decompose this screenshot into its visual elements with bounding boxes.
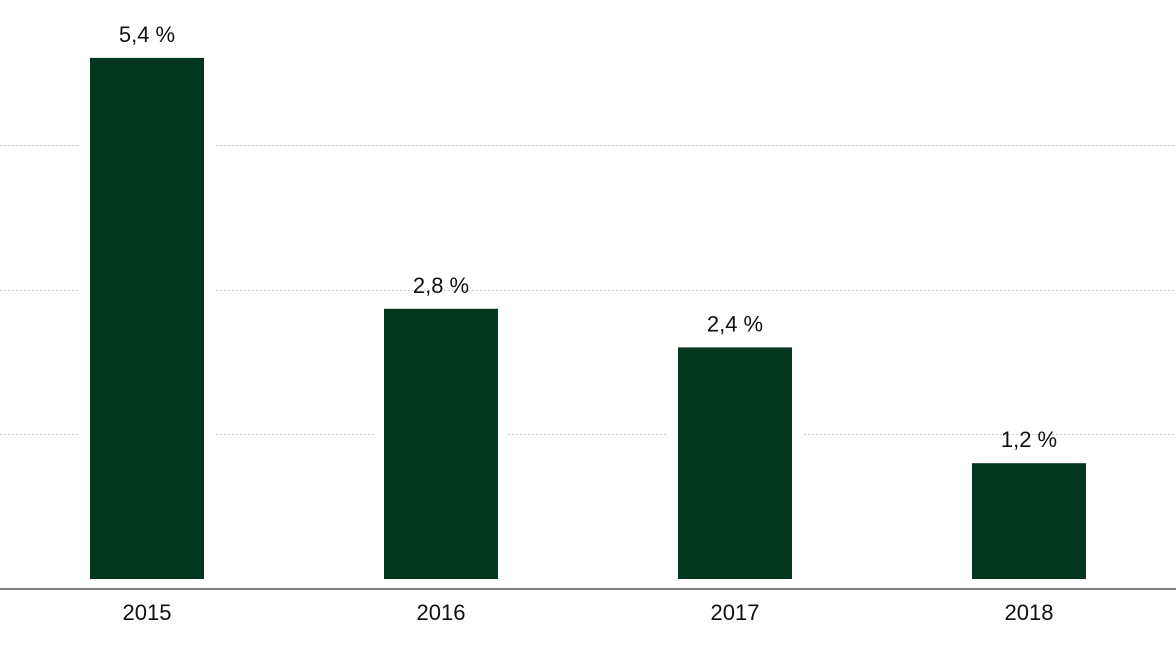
data-labels: 5,4 % 2,8 % 2,4 % 1,2 % bbox=[119, 22, 1057, 452]
data-label-2017: 2,4 % bbox=[707, 311, 763, 336]
bar-2017 bbox=[678, 347, 792, 579]
data-label-2015: 5,4 % bbox=[119, 22, 175, 47]
x-tick-label-2016: 2016 bbox=[417, 600, 466, 625]
bar-2016 bbox=[384, 308, 498, 579]
data-label-2016: 2,8 % bbox=[413, 273, 469, 298]
data-label-2018: 1,2 % bbox=[1001, 427, 1057, 452]
bar-2015 bbox=[90, 57, 204, 579]
x-tick-labels: 2015 2016 2017 2018 bbox=[123, 600, 1054, 625]
x-tick-label-2015: 2015 bbox=[123, 600, 172, 625]
bars bbox=[80, 57, 1096, 579]
x-tick-label-2017: 2017 bbox=[711, 600, 760, 625]
x-tick-label-2018: 2018 bbox=[1005, 600, 1054, 625]
bar-2018 bbox=[972, 463, 1086, 579]
